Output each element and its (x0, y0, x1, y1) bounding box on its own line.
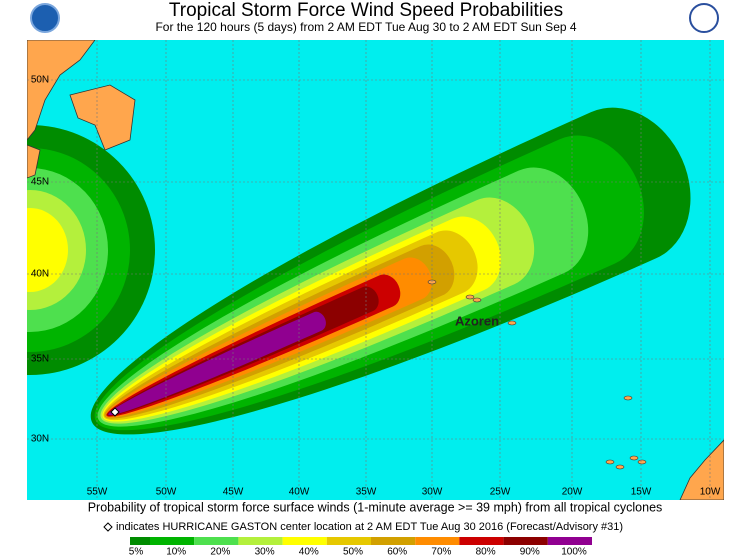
legend-label: 30% (255, 547, 275, 558)
lon-label: 45W (223, 487, 244, 498)
legend-label: 80% (476, 547, 496, 558)
subtitle: For the 120 hours (5 days) from 2 AM EDT… (155, 20, 576, 34)
lon-label: 35W (356, 487, 377, 498)
legend-swatch (238, 537, 283, 545)
lat-label: 40N (31, 269, 49, 280)
legend-label: 50% (343, 547, 363, 558)
legend-label: 70% (431, 547, 451, 558)
description: Probability of tropical storm force surf… (88, 500, 663, 514)
place-label: Azoren (455, 313, 499, 328)
title: Tropical Storm Force Wind Speed Probabil… (169, 0, 563, 21)
lon-label: 30W (422, 487, 443, 498)
island (605, 459, 615, 465)
probability-area (108, 311, 326, 416)
legend-swatch (150, 537, 195, 545)
swath (90, 107, 691, 435)
legend-label: 10% (166, 547, 186, 558)
lon-label: 55W (87, 487, 108, 498)
nws-logo (689, 3, 719, 33)
legend-label: 100% (561, 547, 587, 558)
storm-note: indicates HURRICANE GASTON center locati… (116, 521, 623, 533)
legend-swatch (371, 537, 416, 545)
island (507, 320, 517, 326)
island (615, 464, 625, 470)
lon-label: 20W (562, 487, 583, 498)
lon-label: 50W (156, 487, 177, 498)
lat-label: 30N (31, 434, 49, 445)
lon-label: 10W (700, 487, 721, 498)
legend-label: 60% (387, 547, 407, 558)
land (27, 144, 41, 179)
land (69, 84, 136, 151)
island (629, 455, 639, 461)
lon-label: 15W (631, 487, 652, 498)
lat-label: 45N (31, 177, 49, 188)
legend-label: 20% (210, 547, 230, 558)
land (27, 40, 96, 141)
legend-label: 40% (299, 547, 319, 558)
lon-label: 40W (289, 487, 310, 498)
center-marker (110, 407, 120, 417)
legend-swatch (282, 537, 327, 545)
legend-label: 5% (129, 547, 144, 558)
legend-swatch (415, 537, 460, 545)
legend-swatch (503, 537, 548, 545)
island (465, 294, 475, 300)
land (679, 439, 724, 500)
legend-swatch (547, 537, 592, 545)
noaa-logo (30, 3, 60, 33)
legend-swatch (130, 537, 150, 545)
map: 55W 50W 45W 40W 35W 30W 25W 20W 15W 10W 50N 45N 40N 3… (27, 40, 724, 500)
island (472, 297, 482, 303)
legend: 5% 10% 20% 30% 40% 50% 60% 70% 80% 90% 100% (129, 537, 592, 558)
lon-label: 25W (490, 487, 511, 498)
legend-swatch (194, 537, 239, 545)
legend-label: 90% (520, 547, 540, 558)
lat-label: 35N (31, 354, 49, 365)
legend-swatch (459, 537, 504, 545)
lat-label: 50N (31, 75, 49, 86)
legend-swatch (326, 537, 371, 545)
island (637, 459, 647, 465)
probability-area (27, 208, 68, 292)
center-marker-key (103, 522, 113, 532)
island (623, 395, 633, 401)
